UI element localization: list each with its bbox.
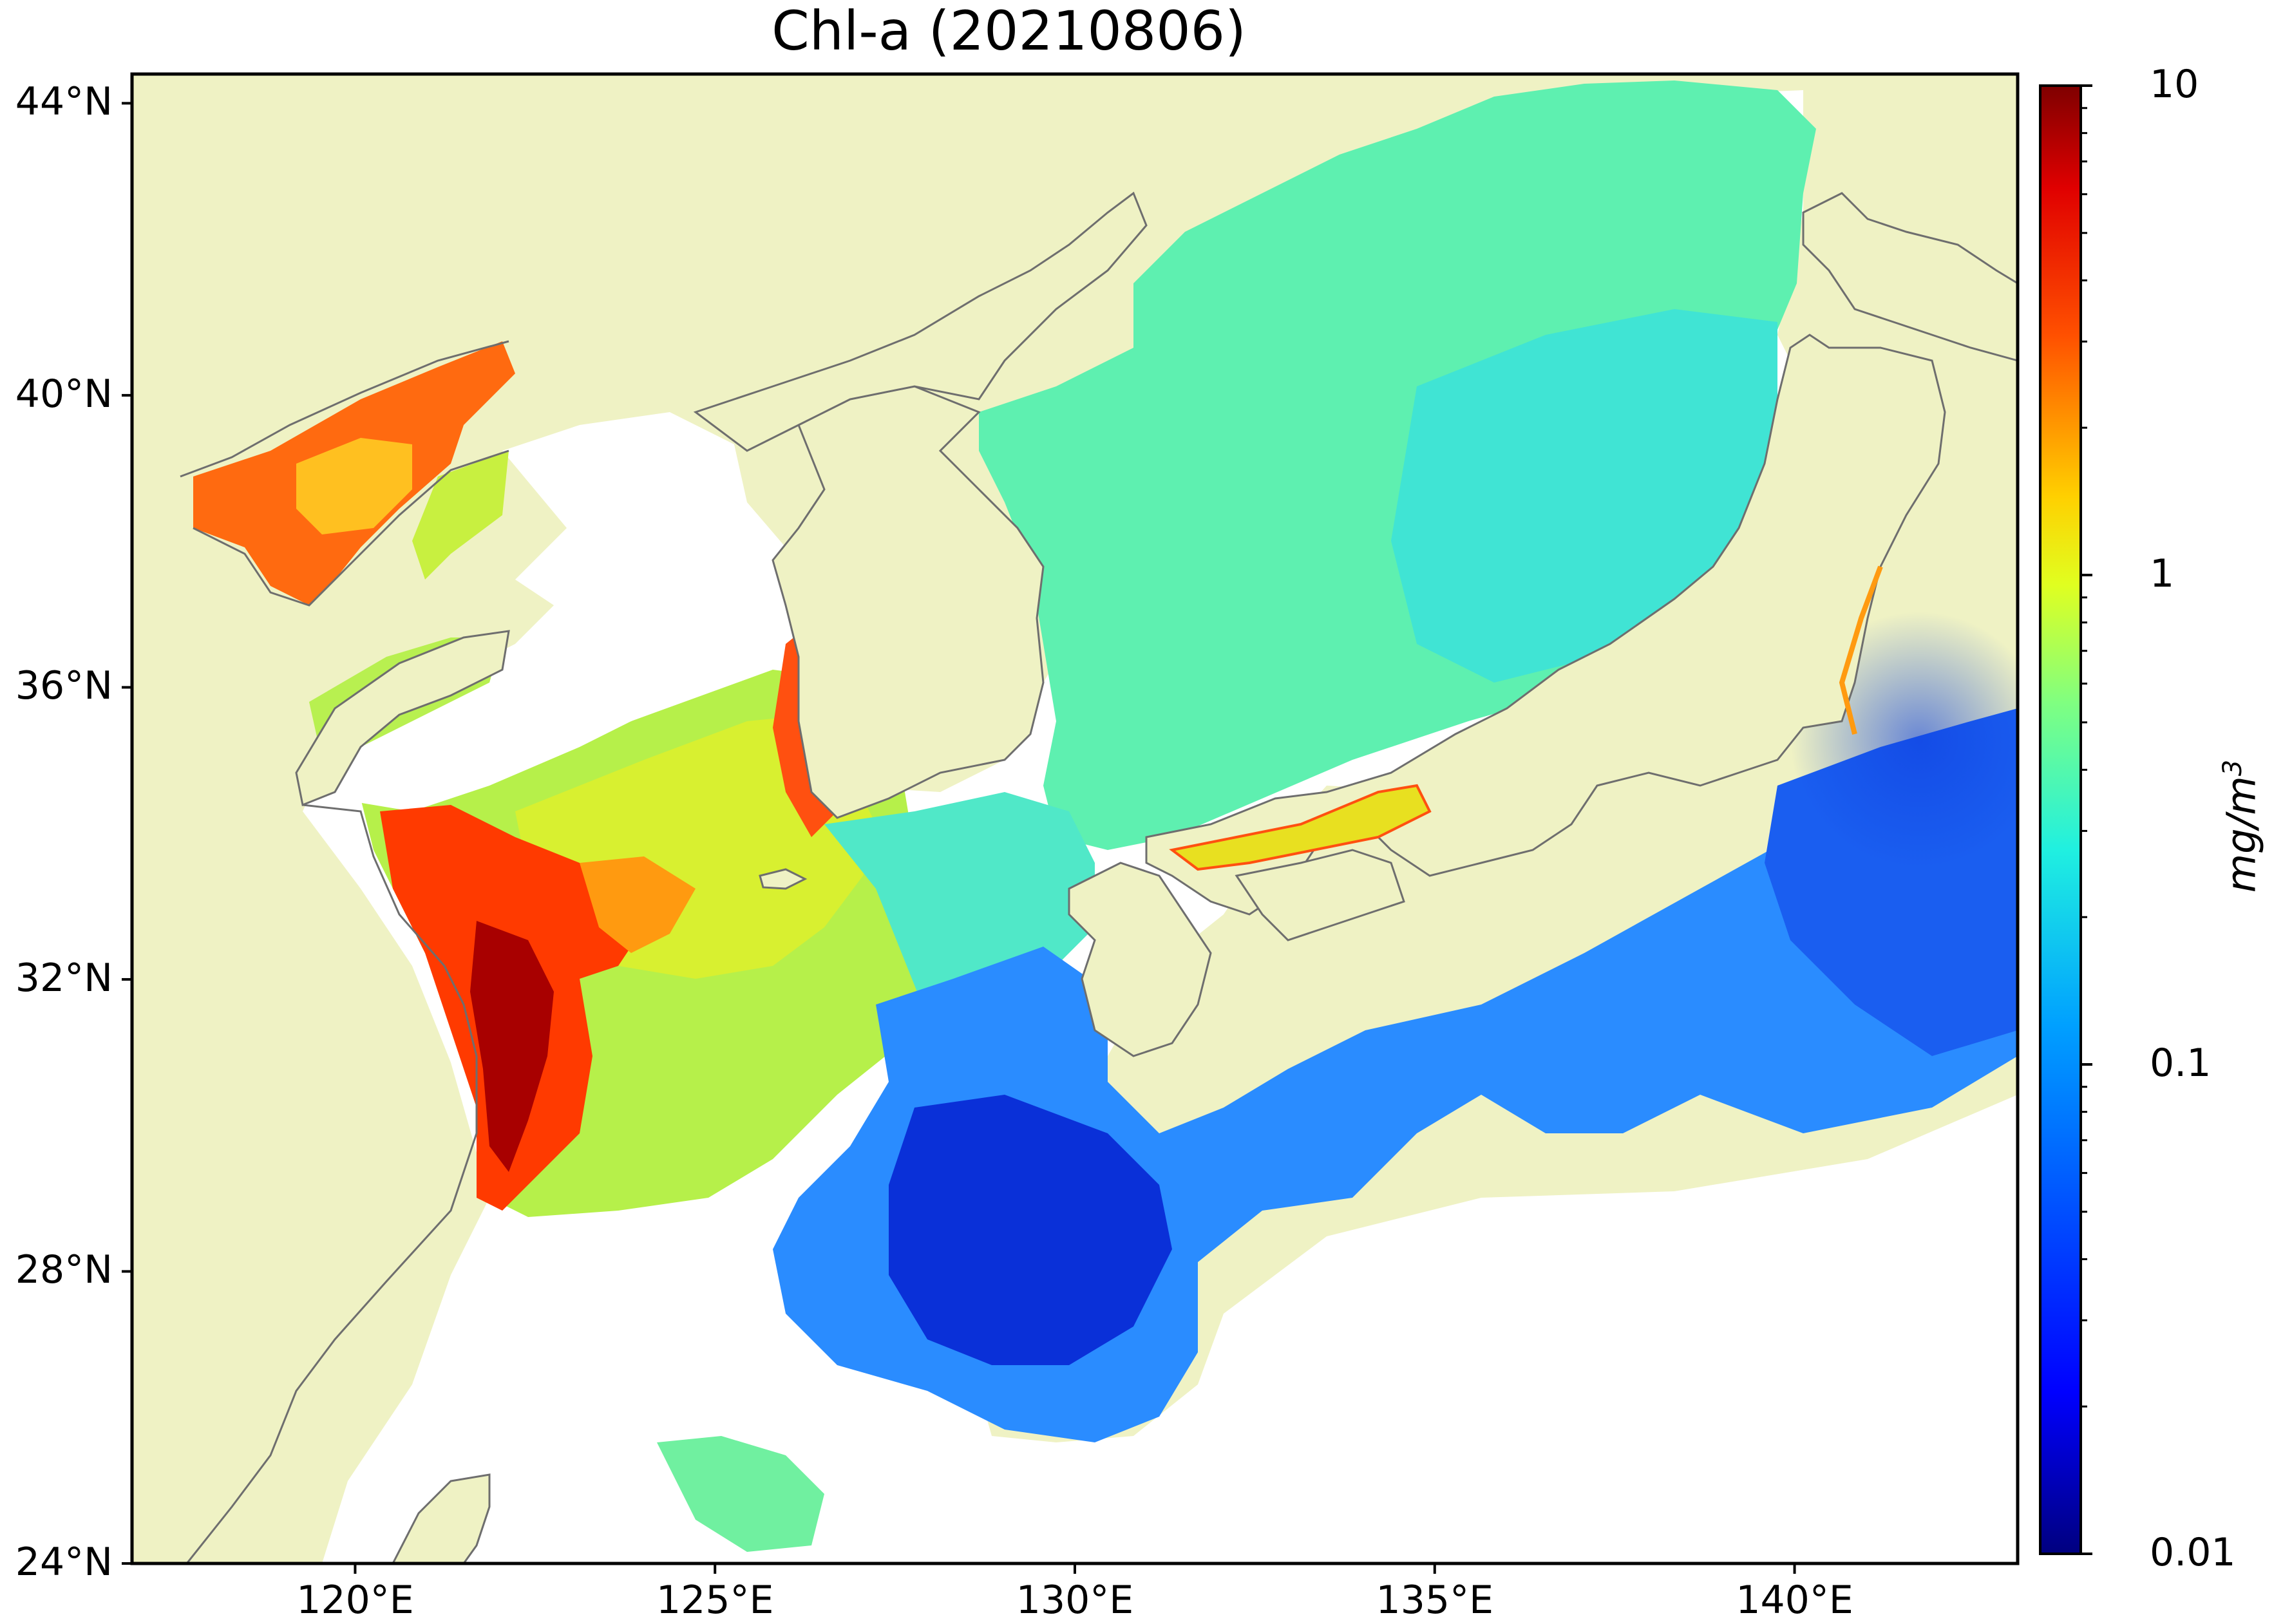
colorbar-frame bbox=[2039, 84, 2082, 1555]
korea-north-land bbox=[693, 191, 1148, 452]
longitude-tick-label: 120°E bbox=[296, 1578, 414, 1623]
colorbar-tick-label: 10 bbox=[2150, 62, 2199, 107]
seto-inland-sea bbox=[1169, 784, 1432, 871]
yangtze-plume-core bbox=[470, 921, 554, 1172]
colorbar-tick-label: 0.1 bbox=[2150, 1041, 2212, 1086]
yellow-sea-no-data bbox=[335, 412, 811, 811]
latitude-tick-label: 24°N bbox=[15, 1540, 113, 1585]
yangtze-plume-orange bbox=[580, 856, 696, 953]
bohai-sea-center bbox=[296, 438, 412, 534]
hokkaido-island bbox=[1802, 192, 2018, 362]
shikoku-island bbox=[1235, 849, 1405, 941]
figure-title: Chl-a (20210806) bbox=[772, 0, 1246, 62]
colorbar bbox=[2040, 86, 2081, 1554]
korea-peninsula bbox=[772, 385, 1045, 819]
colorbar-unit-label: mg/m3 bbox=[2217, 759, 2265, 893]
china-coast-outline bbox=[185, 804, 478, 1563]
sea-of-japan-east bbox=[1391, 309, 1777, 683]
shandong-peninsula bbox=[295, 630, 510, 807]
longitude-tick-label: 125°E bbox=[656, 1578, 774, 1623]
latitude-tick-label: 36°N bbox=[15, 663, 113, 709]
taiwan-island bbox=[392, 1473, 491, 1563]
longitude-ticks bbox=[354, 1563, 1796, 1574]
kyushu-island bbox=[1068, 862, 1212, 1057]
latitude-tick-label: 40°N bbox=[15, 371, 113, 417]
latitude-tick-label: 28°N bbox=[15, 1247, 113, 1293]
longitude-tick-label: 135°E bbox=[1376, 1578, 1493, 1623]
latitude-tick-label: 44°N bbox=[15, 79, 113, 125]
taiwan-strait-patch bbox=[657, 1436, 824, 1552]
japan-coastal-highlight bbox=[1839, 565, 1883, 735]
longitude-tick-label: 140°E bbox=[1736, 1578, 1853, 1623]
latitude-tick-label: 32°N bbox=[15, 955, 113, 1001]
longitude-tick-label: 130°E bbox=[1016, 1578, 1134, 1623]
latitude-ticks bbox=[122, 102, 132, 1565]
kuroshio-core-dark bbox=[889, 1095, 1172, 1365]
colorbar-ticks bbox=[2081, 84, 2092, 1555]
bohai-coast-outline bbox=[180, 340, 509, 607]
map-area bbox=[132, 74, 2018, 1563]
colorbar-tick-label: 1 bbox=[2150, 551, 2175, 596]
colorbar-tick-label: 0.01 bbox=[2150, 1530, 2236, 1575]
jeju-island bbox=[759, 868, 808, 890]
